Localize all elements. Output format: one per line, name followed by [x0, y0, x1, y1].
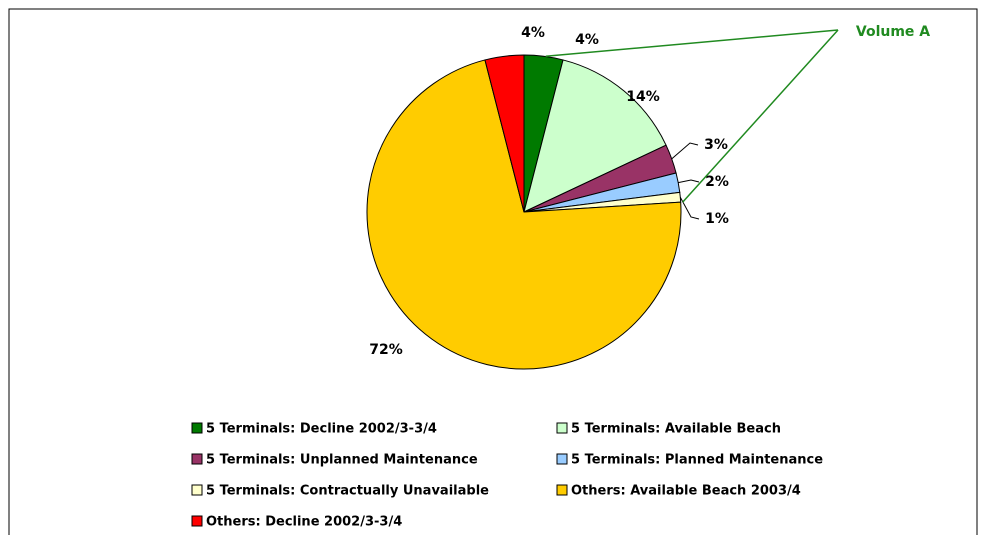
annotation-line	[545, 29, 839, 57]
pie-slice	[523, 59, 667, 213]
legend-label: 5 Terminals: Contractually Unavailable	[206, 484, 489, 499]
legend-label: Others: Decline 2002/3-3/4	[206, 515, 402, 530]
data-label: 1%	[705, 211, 729, 227]
data-label: 4%	[521, 25, 545, 41]
legend-label: 5 Terminals: Unplanned Maintenance	[206, 453, 478, 468]
legend-label: 5 Terminals: Planned Maintenance	[571, 453, 823, 468]
data-label: 14%	[626, 89, 660, 105]
data-label: 2%	[705, 174, 729, 190]
labels: 4% 14% 3% 2% 1% 72% 4%	[369, 25, 839, 358]
legend-label: 5 Terminals: Decline 2002/3-3/4	[206, 422, 437, 437]
data-label: 3%	[704, 137, 728, 153]
legend-swatch	[191, 515, 203, 527]
annotation: Volume A	[856, 24, 930, 40]
leader-line	[678, 179, 700, 184]
pie-slice	[484, 54, 525, 213]
annotation-line	[682, 29, 839, 203]
legend-label: Others: Available Beach 2003/4	[571, 484, 801, 499]
data-label: 4%	[575, 32, 599, 48]
legend-swatch	[191, 422, 203, 434]
leader-line	[679, 196, 700, 220]
legend-swatch	[191, 453, 203, 465]
legend-swatch	[556, 422, 568, 434]
data-label: 72%	[369, 342, 403, 358]
legend-swatch	[191, 484, 203, 496]
legend-label: 5 Terminals: Available Beach	[571, 422, 781, 437]
legend-swatch	[556, 453, 568, 465]
leader-line	[671, 142, 699, 160]
pie	[366, 54, 682, 370]
legend: 5 Terminals: Decline 2002/3-3/4 5 Termina…	[191, 422, 823, 530]
legend-swatch	[556, 484, 568, 496]
pie-slice	[366, 59, 682, 370]
